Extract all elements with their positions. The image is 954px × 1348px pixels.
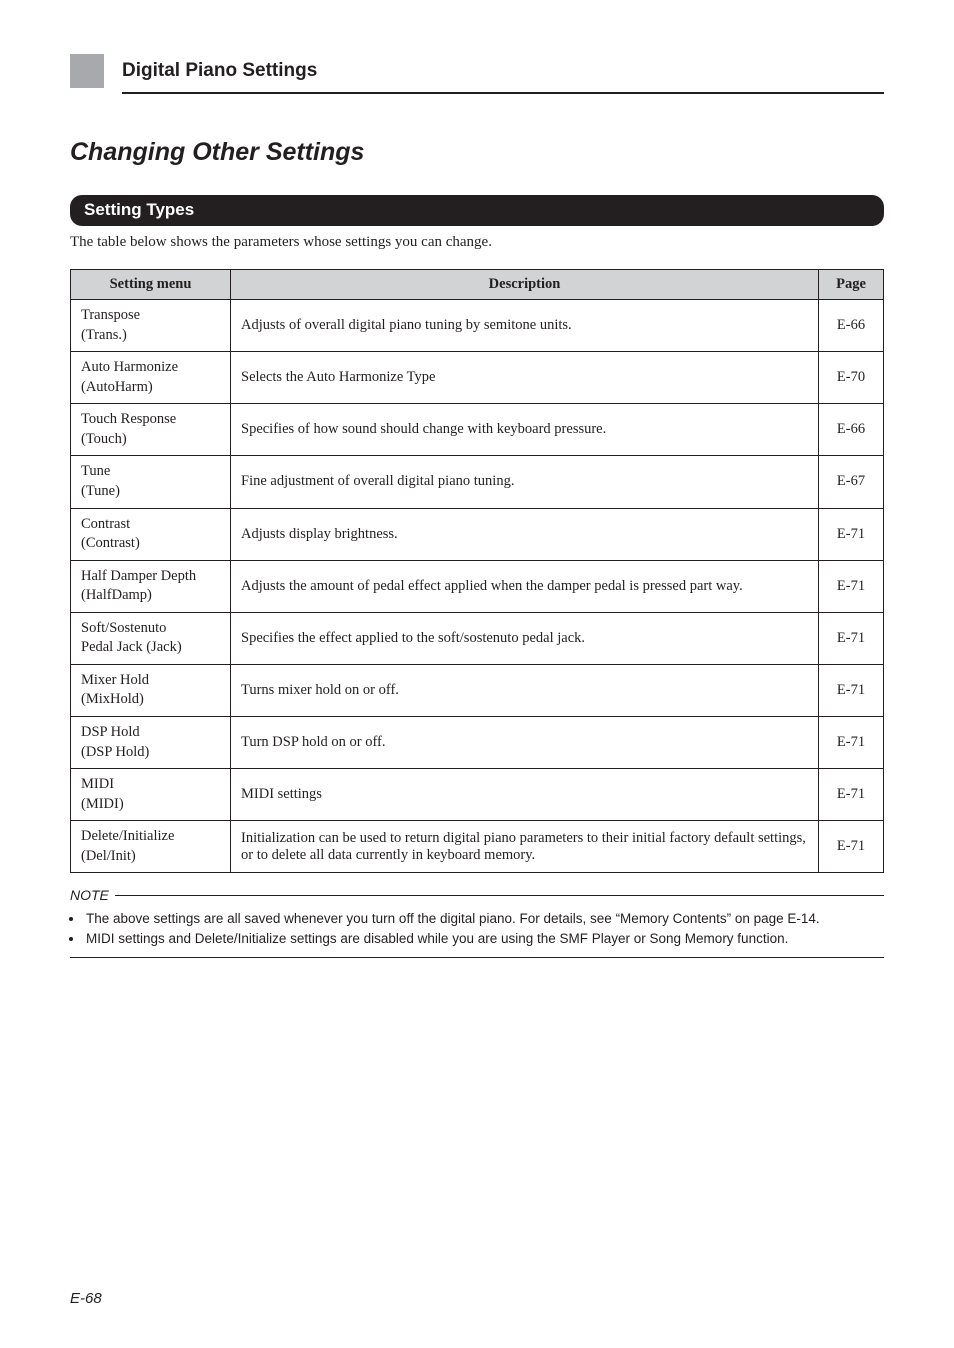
cell-page: E-67 (819, 456, 884, 508)
col-header-page: Page (819, 270, 884, 300)
menu-line1: Mixer Hold (81, 672, 149, 688)
menu-line2: (Trans.) (81, 327, 127, 343)
note-heading: NOTE (70, 887, 884, 903)
cell-desc: Adjusts the amount of pedal effect appli… (231, 560, 819, 612)
cell-menu: Touch Response (Touch) (71, 404, 231, 456)
section-title: Digital Piano Settings (122, 60, 317, 82)
menu-line1: MIDI (81, 776, 114, 792)
col-header-menu: Setting menu (71, 270, 231, 300)
cell-desc: Adjusts of overall digital piano tuning … (231, 300, 819, 352)
header-square-icon (70, 54, 104, 88)
note-label-text: NOTE (70, 887, 109, 903)
page-header: Digital Piano Settings (70, 58, 884, 88)
main-heading: Changing Other Settings (70, 138, 884, 167)
table-row: Delete/Initialize (Del/Init) Initializati… (71, 821, 884, 873)
menu-line1: DSP Hold (81, 724, 140, 740)
cell-page: E-66 (819, 300, 884, 352)
menu-line1: Transpose (81, 307, 140, 323)
menu-line2: (Del/Init) (81, 848, 136, 864)
cell-desc: Selects the Auto Harmonize Type (231, 352, 819, 404)
cell-menu: Auto Harmonize (AutoHarm) (71, 352, 231, 404)
cell-page: E-71 (819, 612, 884, 664)
menu-line2: (Contrast) (81, 535, 140, 551)
menu-line2: (Tune) (81, 483, 120, 499)
cell-desc: Turn DSP hold on or off. (231, 717, 819, 769)
cell-page: E-71 (819, 508, 884, 560)
cell-menu: Mixer Hold (MixHold) (71, 664, 231, 716)
cell-menu: Half Damper Depth (HalfDamp) (71, 560, 231, 612)
menu-line1: Half Damper Depth (81, 568, 196, 584)
cell-menu: Delete/Initialize (Del/Init) (71, 821, 231, 873)
table-body: Transpose (Trans.) Adjusts of overall dig… (71, 300, 884, 873)
cell-page: E-71 (819, 560, 884, 612)
note-bottom-rule (70, 957, 884, 958)
table-row: DSP Hold (DSP Hold) Turn DSP hold on or o… (71, 717, 884, 769)
cell-desc: MIDI settings (231, 769, 819, 821)
menu-line2: (DSP Hold) (81, 744, 149, 760)
cell-desc: Fine adjustment of overall digital piano… (231, 456, 819, 508)
note-list: The above settings are all saved wheneve… (70, 909, 884, 948)
menu-line2: (Touch) (81, 431, 127, 447)
table-row: Half Damper Depth (HalfDamp) Adjusts the … (71, 560, 884, 612)
menu-line2: (AutoHarm) (81, 379, 153, 395)
table-row: Touch Response (Touch) Specifies of how s… (71, 404, 884, 456)
cell-desc: Adjusts display brightness. (231, 508, 819, 560)
table-row: Auto Harmonize (AutoHarm) Selects the Aut… (71, 352, 884, 404)
menu-line1: Delete/Initialize (81, 828, 174, 844)
cell-desc: Initialization can be used to return dig… (231, 821, 819, 873)
note-item: The above settings are all saved wheneve… (84, 909, 884, 929)
menu-line2: (MIDI) (81, 796, 124, 812)
header-divider (122, 92, 884, 94)
note-rule (115, 895, 884, 896)
cell-desc: Turns mixer hold on or off. (231, 664, 819, 716)
cell-menu: MIDI (MIDI) (71, 769, 231, 821)
cell-desc: Specifies of how sound should change wit… (231, 404, 819, 456)
cell-page: E-71 (819, 821, 884, 873)
table-row: Soft/Sostenuto Pedal Jack (Jack) Specifie… (71, 612, 884, 664)
menu-line2: (HalfDamp) (81, 587, 152, 603)
cell-page: E-66 (819, 404, 884, 456)
page-number: E-68 (70, 1290, 102, 1307)
settings-table: Setting menu Description Page Transpose (… (70, 269, 884, 873)
cell-page: E-71 (819, 664, 884, 716)
cell-menu: Transpose (Trans.) (71, 300, 231, 352)
table-row: Transpose (Trans.) Adjusts of overall dig… (71, 300, 884, 352)
subsection-pill: Setting Types (70, 195, 884, 226)
menu-line2: (MixHold) (81, 691, 144, 707)
menu-line1: Soft/Sostenuto (81, 620, 166, 636)
menu-line1: Auto Harmonize (81, 359, 178, 375)
cell-desc: Specifies the effect applied to the soft… (231, 612, 819, 664)
cell-menu: DSP Hold (DSP Hold) (71, 717, 231, 769)
table-row: MIDI (MIDI) MIDI settings E-71 (71, 769, 884, 821)
menu-line1: Tune (81, 463, 110, 479)
table-row: Tune (Tune) Fine adjustment of overall di… (71, 456, 884, 508)
cell-page: E-71 (819, 717, 884, 769)
table-header-row: Setting menu Description Page (71, 270, 884, 300)
cell-menu: Tune (Tune) (71, 456, 231, 508)
menu-line1: Touch Response (81, 411, 176, 427)
menu-line1: Contrast (81, 516, 130, 532)
menu-line2: Pedal Jack (Jack) (81, 639, 182, 655)
table-row: Mixer Hold (MixHold) Turns mixer hold on … (71, 664, 884, 716)
cell-menu: Contrast (Contrast) (71, 508, 231, 560)
note-item: MIDI settings and Delete/Initialize sett… (84, 929, 884, 949)
intro-text: The table below shows the parameters who… (70, 234, 884, 251)
cell-page: E-71 (819, 769, 884, 821)
cell-page: E-70 (819, 352, 884, 404)
col-header-desc: Description (231, 270, 819, 300)
table-row: Contrast (Contrast) Adjusts display brigh… (71, 508, 884, 560)
cell-menu: Soft/Sostenuto Pedal Jack (Jack) (71, 612, 231, 664)
